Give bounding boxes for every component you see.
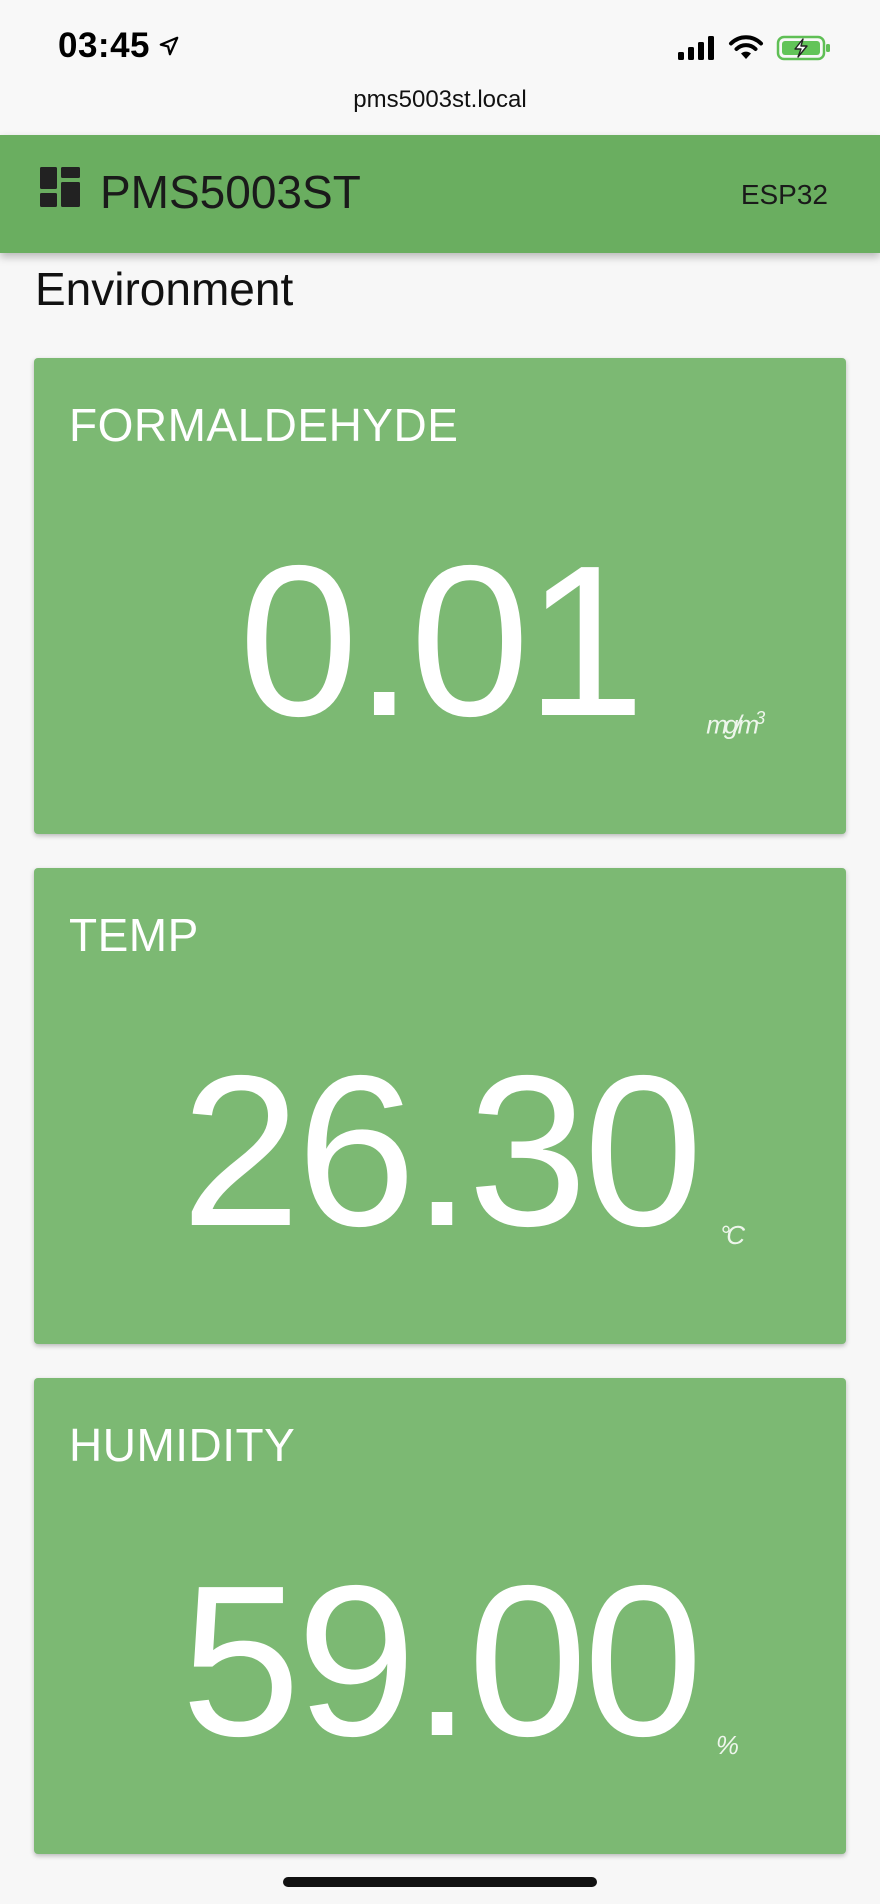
device-label: ESP32 [740, 179, 828, 210]
card-unit-text: mg/m [706, 710, 759, 740]
card-value: 26.30 °C [34, 1043, 846, 1258]
formaldehyde-card: FORMALDEHYDE 0.01 mg/m3 [34, 358, 846, 834]
card-label: FORMALDEHYDE [69, 399, 459, 451]
dashboard-icon [40, 167, 80, 207]
card-unit: °C [719, 1220, 745, 1250]
location-arrow-icon [159, 36, 179, 56]
section-title: Environment [35, 263, 294, 315]
card-label: HUMIDITY [69, 1419, 296, 1471]
humidity-card: HUMIDITY 59.00 % [34, 1378, 846, 1854]
app-bar: PMS5003ST ESP32 [0, 135, 880, 253]
card-value-number: 0.01 [238, 520, 645, 761]
card-label: TEMP [69, 909, 199, 961]
wifi-icon [729, 35, 763, 59]
card-value-number: 59.00 [180, 1540, 703, 1781]
card-value: 0.01 mg/m3 [34, 533, 846, 748]
status-bar: 03:45 pms5003st.local [0, 0, 880, 135]
clock: 03:45 [58, 26, 180, 66]
app-title: PMS5003ST [100, 166, 361, 218]
signal-icon [678, 36, 714, 60]
card-unit: mg/m3 [706, 708, 765, 740]
card-value-number: 26.30 [180, 1030, 703, 1271]
card-value: 59.00 % [34, 1553, 846, 1768]
clock-time: 03:45 [58, 26, 151, 65]
card-unit-sup: 3 [755, 708, 765, 729]
status-icons [678, 34, 832, 62]
temp-card: TEMP 26.30 °C [34, 868, 846, 1344]
browser-url[interactable]: pms5003st.local [353, 86, 527, 113]
battery-charging-icon [776, 35, 830, 61]
card-unit: % [715, 1730, 739, 1760]
home-indicator[interactable] [283, 1877, 597, 1887]
